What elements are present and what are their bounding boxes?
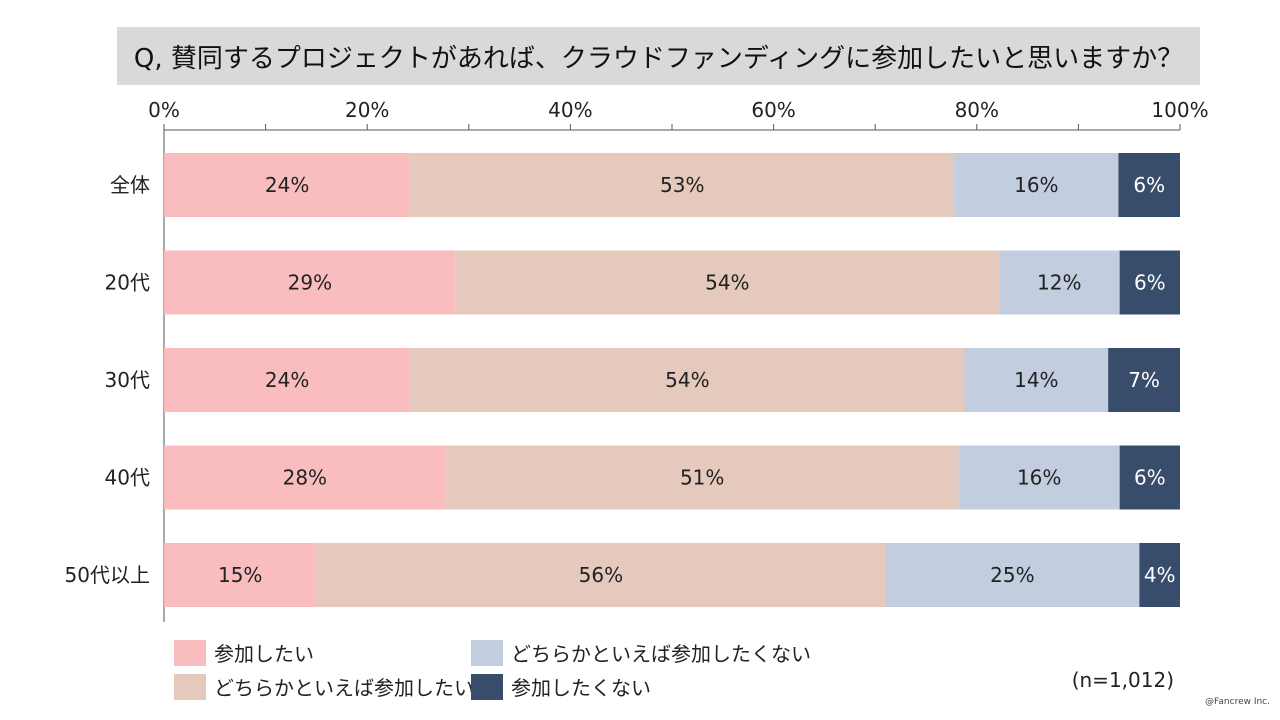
bar-value-label: 16%	[1017, 466, 1061, 490]
category-label: 50代以上	[65, 563, 150, 587]
bar-segment	[1118, 153, 1180, 217]
legend-label-1: どちらかといえば参加したい	[214, 676, 474, 700]
bar-value-label: 6%	[1134, 271, 1166, 295]
legend-item-1: どちらかといえば参加したい	[174, 672, 474, 701]
legend-label-2: どちらかといえば参加したくない	[511, 642, 811, 666]
bar-segment	[164, 153, 411, 217]
category-label: 30代	[105, 368, 150, 392]
x-tick-label: 0%	[148, 98, 180, 122]
bar-segment	[410, 348, 965, 412]
bar-segment	[410, 153, 955, 217]
legend-swatch-0	[174, 639, 206, 666]
legend-swatch-3	[471, 673, 503, 700]
bar-segment	[885, 543, 1140, 607]
bar-segment	[998, 250, 1120, 315]
bar-value-label: 6%	[1134, 466, 1166, 490]
bar-value-label: 29%	[288, 271, 332, 295]
legend-item-0: 参加したい	[174, 638, 314, 667]
bar-value-label: 25%	[990, 563, 1034, 587]
bar-segment	[1119, 445, 1180, 510]
chart-title: Q, 賛同するプロジェクトがあれば、クラウドファンディングに参加したいと思います…	[117, 27, 1200, 85]
bar-segment	[455, 250, 999, 315]
bar-segment	[964, 348, 1109, 412]
bar-segment	[445, 445, 959, 510]
bar-value-label: 54%	[705, 271, 749, 295]
bar-value-label: 54%	[665, 368, 709, 392]
category-label: 20代	[105, 271, 150, 295]
category-label: 40代	[105, 466, 150, 490]
bar-value-label: 51%	[680, 466, 724, 490]
copyright: @Fancrew Inc.	[1205, 697, 1270, 707]
bar-value-label: 28%	[283, 466, 327, 490]
bar-segment	[164, 543, 317, 607]
bar-value-label: 24%	[265, 173, 309, 197]
legend-label-3: 参加したくない	[511, 676, 651, 700]
legend-label-0: 参加したい	[214, 642, 314, 666]
bar-segment	[958, 445, 1120, 510]
bar-segment	[954, 153, 1119, 217]
legend-swatch-1	[174, 673, 206, 700]
x-tick-label: 60%	[751, 98, 795, 122]
bar-value-label: 24%	[265, 368, 309, 392]
bar-segment	[1139, 543, 1180, 607]
bar-value-label: 7%	[1128, 368, 1160, 392]
bar-segment	[164, 250, 456, 315]
x-tick-label: 80%	[955, 98, 999, 122]
bar-value-label: 56%	[579, 563, 623, 587]
x-tick-label: 100%	[1151, 98, 1208, 122]
x-tick-label: 20%	[345, 98, 389, 122]
bar-value-label: 15%	[218, 563, 262, 587]
bar-segment	[164, 445, 446, 510]
bar-value-label: 16%	[1014, 173, 1058, 197]
bar-value-label: 14%	[1014, 368, 1058, 392]
category-label: 全体	[110, 173, 150, 197]
bar-segment	[316, 543, 886, 607]
legend-item-2: どちらかといえば参加したくない	[471, 638, 811, 667]
bar-segment	[1119, 250, 1180, 315]
x-tick-label: 40%	[548, 98, 592, 122]
bar-segment	[1108, 348, 1180, 412]
sample-size-note: (n=1,012)	[1071, 668, 1174, 692]
legend-item-3: 参加したくない	[471, 672, 651, 701]
bar-value-label: 53%	[660, 173, 704, 197]
bar-value-label: 6%	[1133, 173, 1165, 197]
bar-value-label: 4%	[1144, 563, 1176, 587]
bar-value-label: 12%	[1037, 271, 1081, 295]
bar-segment	[164, 348, 411, 412]
legend-swatch-2	[471, 639, 503, 666]
